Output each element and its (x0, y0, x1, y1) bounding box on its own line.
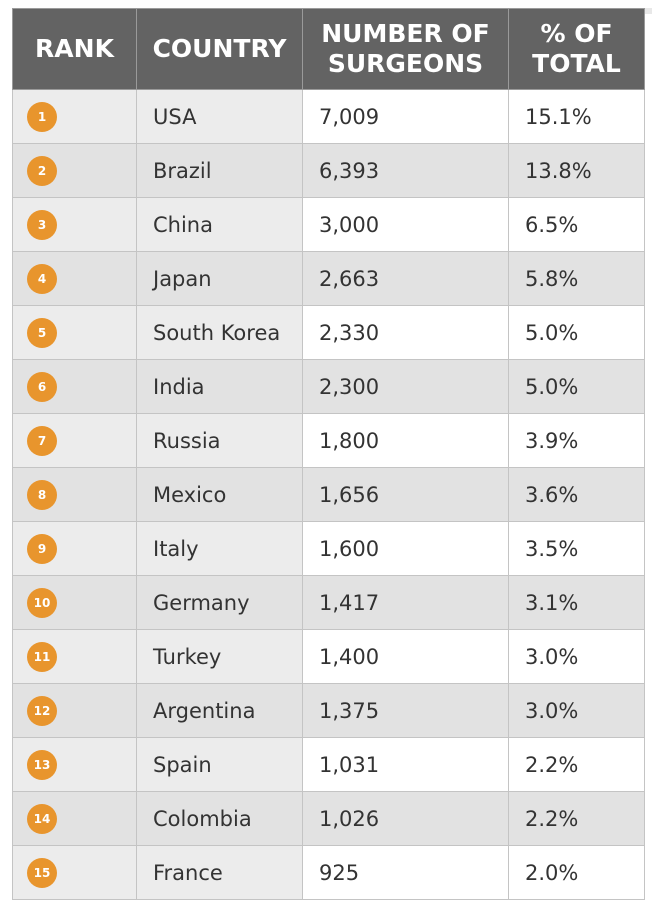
rank-badge: 15 (27, 857, 57, 888)
rank-badge: 11 (27, 641, 57, 672)
percent-cell: 5.0% (508, 359, 645, 414)
country-cell: Mexico (136, 467, 303, 522)
country-cell: France (136, 845, 303, 900)
country-cell: Russia (136, 413, 303, 468)
surgeons-cell: 2,663 (302, 251, 509, 306)
rank-cell: 10 (12, 575, 137, 630)
country-cell: Brazil (136, 143, 303, 198)
table-row: 10 Germany 1,417 3.1% (12, 575, 645, 630)
percent-cell: 5.8% (508, 251, 645, 306)
edge-strip (644, 8, 652, 14)
rank-badge: 3 (27, 209, 57, 240)
table-row: 2 Brazil 6,393 13.8% (12, 143, 645, 198)
surgeons-cell: 1,800 (302, 413, 509, 468)
table-row: 12 Argentina 1,375 3.0% (12, 683, 645, 738)
rank-cell: 5 (12, 305, 137, 360)
table-row: 4 Japan 2,663 5.8% (12, 251, 645, 306)
percent-cell: 3.9% (508, 413, 645, 468)
rank-cell: 2 (12, 143, 137, 198)
country-cell: Turkey (136, 629, 303, 684)
percent-cell: 6.5% (508, 197, 645, 252)
country-cell: South Korea (136, 305, 303, 360)
surgeons-cell: 1,417 (302, 575, 509, 630)
rank-cell: 3 (12, 197, 137, 252)
header-surgeons: NUMBER OF SURGEONS (302, 8, 509, 90)
rank-badge: 7 (27, 425, 57, 456)
header-rank: RANK (12, 8, 137, 90)
table-row: 9 Italy 1,600 3.5% (12, 521, 645, 576)
country-cell: Japan (136, 251, 303, 306)
rank-badge: 1 (27, 101, 57, 132)
table-row: 1 USA 7,009 15.1% (12, 89, 645, 144)
table-row: 5 South Korea 2,330 5.0% (12, 305, 645, 360)
surgeons-cell: 1,656 (302, 467, 509, 522)
percent-cell: 3.6% (508, 467, 645, 522)
header-percent: % OF TOTAL (508, 8, 645, 90)
rank-badge: 6 (27, 371, 57, 402)
country-cell: Colombia (136, 791, 303, 846)
rank-badge: 9 (27, 533, 57, 564)
surgeons-cell: 3,000 (302, 197, 509, 252)
rank-badge: 4 (27, 263, 57, 294)
header-row: RANK COUNTRY NUMBER OF SURGEONS % OF TOT… (12, 8, 645, 90)
surgeons-table: RANK COUNTRY NUMBER OF SURGEONS % OF TOT… (12, 8, 645, 900)
rank-badge: 2 (27, 155, 57, 186)
table-row: 15 France 925 2.0% (12, 845, 645, 900)
percent-cell: 3.0% (508, 629, 645, 684)
header-country: COUNTRY (136, 8, 303, 90)
surgeons-cell: 925 (302, 845, 509, 900)
rank-cell: 12 (12, 683, 137, 738)
percent-cell: 15.1% (508, 89, 645, 144)
table-row: 8 Mexico 1,656 3.6% (12, 467, 645, 522)
country-cell: India (136, 359, 303, 414)
table-row: 11 Turkey 1,400 3.0% (12, 629, 645, 684)
table-row: 14 Colombia 1,026 2.2% (12, 791, 645, 846)
rank-cell: 1 (12, 89, 137, 144)
percent-cell: 3.5% (508, 521, 645, 576)
surgeons-cell: 1,031 (302, 737, 509, 792)
percent-cell: 5.0% (508, 305, 645, 360)
rank-badge: 14 (27, 803, 57, 834)
surgeons-cell: 1,400 (302, 629, 509, 684)
country-cell: Spain (136, 737, 303, 792)
table-row: 13 Spain 1,031 2.2% (12, 737, 645, 792)
percent-cell: 2.2% (508, 791, 645, 846)
surgeons-cell: 1,375 (302, 683, 509, 738)
table-row: 3 China 3,000 6.5% (12, 197, 645, 252)
rank-cell: 14 (12, 791, 137, 846)
percent-cell: 3.0% (508, 683, 645, 738)
rank-cell: 9 (12, 521, 137, 576)
surgeons-cell: 1,600 (302, 521, 509, 576)
country-cell: Argentina (136, 683, 303, 738)
surgeons-cell: 6,393 (302, 143, 509, 198)
table-row: 7 Russia 1,800 3.9% (12, 413, 645, 468)
table-row: 6 India 2,300 5.0% (12, 359, 645, 414)
rank-badge: 12 (27, 695, 57, 726)
rank-cell: 6 (12, 359, 137, 414)
rank-badge: 5 (27, 317, 57, 348)
country-cell: Germany (136, 575, 303, 630)
country-cell: China (136, 197, 303, 252)
country-cell: Italy (136, 521, 303, 576)
rank-cell: 8 (12, 467, 137, 522)
rank-cell: 13 (12, 737, 137, 792)
surgeons-cell: 2,330 (302, 305, 509, 360)
percent-cell: 13.8% (508, 143, 645, 198)
country-cell: USA (136, 89, 303, 144)
rank-cell: 15 (12, 845, 137, 900)
rank-cell: 7 (12, 413, 137, 468)
rank-cell: 11 (12, 629, 137, 684)
surgeons-cell: 1,026 (302, 791, 509, 846)
rank-badge: 8 (27, 479, 57, 510)
percent-cell: 2.0% (508, 845, 645, 900)
surgeons-cell: 2,300 (302, 359, 509, 414)
surgeons-cell: 7,009 (302, 89, 509, 144)
rank-badge: 10 (27, 587, 57, 618)
rank-badge: 13 (27, 749, 57, 780)
percent-cell: 2.2% (508, 737, 645, 792)
percent-cell: 3.1% (508, 575, 645, 630)
rank-cell: 4 (12, 251, 137, 306)
